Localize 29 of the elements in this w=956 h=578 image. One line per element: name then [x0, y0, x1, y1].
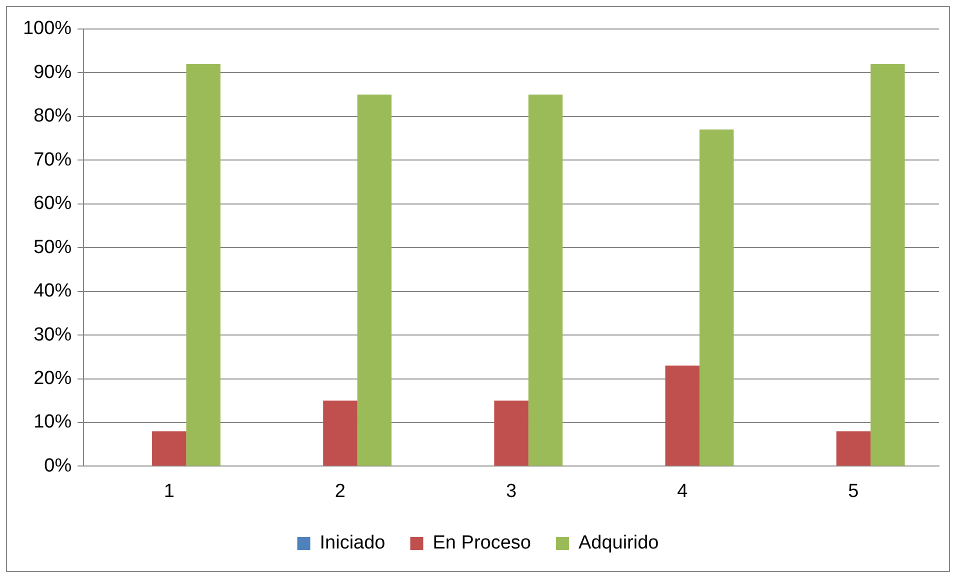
y-tick-label: 40%: [34, 280, 72, 302]
y-tick-label: 90%: [34, 62, 72, 83]
x-tick-label: 2: [334, 480, 346, 502]
y-tick-label: 50%: [34, 236, 72, 258]
y-tick-label: 0%: [44, 455, 72, 476]
x-tick-label: 5: [848, 480, 859, 502]
x-tick-label: 3: [506, 480, 517, 502]
x-tick-label: 1: [164, 480, 174, 502]
y-tick-label: 20%: [34, 368, 72, 389]
bar: [323, 400, 358, 466]
bar: [699, 130, 734, 466]
bar: [357, 94, 392, 466]
legend-label: En Proceso: [432, 532, 531, 554]
legend-label: Adquirido: [578, 532, 659, 554]
y-tick-label: 60%: [34, 193, 72, 214]
bar: [528, 94, 563, 466]
x-tick-label: 4: [677, 480, 688, 502]
y-tick-label: 80%: [34, 106, 72, 127]
bar: [665, 366, 700, 466]
bar: [870, 64, 905, 466]
y-tick-label: 10%: [34, 412, 72, 433]
bar: [152, 431, 186, 466]
y-tick-label: 70%: [34, 149, 72, 170]
bar: [836, 431, 871, 466]
y-tick-label: 30%: [34, 324, 72, 346]
y-tick-label: 100%: [22, 18, 72, 40]
bar: [494, 400, 528, 466]
legend-label: Iniciado: [320, 532, 386, 554]
bar: [186, 64, 220, 466]
